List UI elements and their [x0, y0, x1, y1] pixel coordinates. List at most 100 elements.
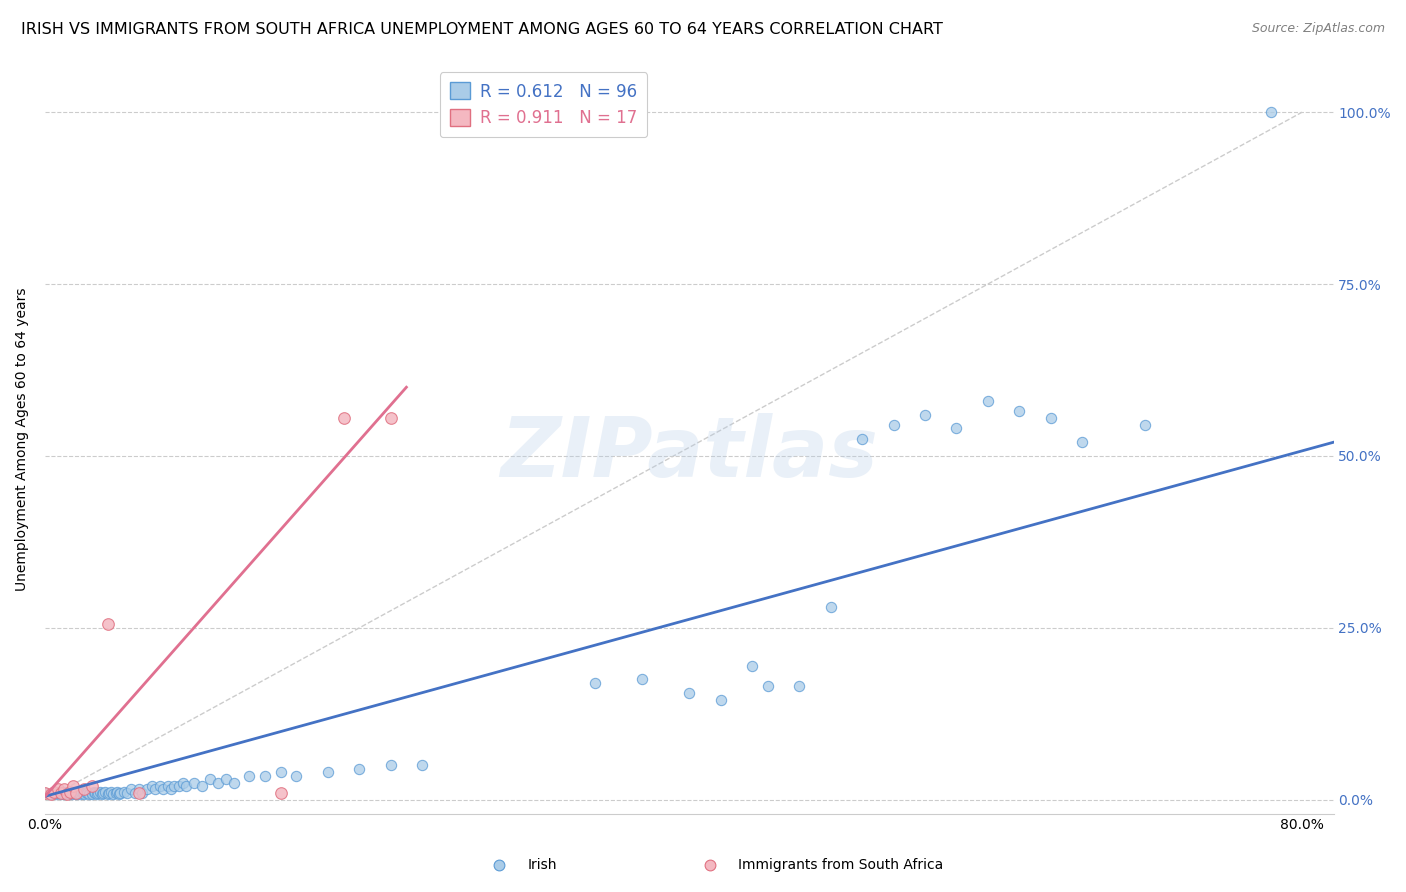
Text: IRISH VS IMMIGRANTS FROM SOUTH AFRICA UNEMPLOYMENT AMONG AGES 60 TO 64 YEARS COR: IRISH VS IMMIGRANTS FROM SOUTH AFRICA UN… — [21, 22, 943, 37]
Point — [820, 600, 842, 615]
Point — [699, 858, 721, 872]
Point — [756, 679, 779, 693]
Point — [63, 786, 86, 800]
Point — [38, 787, 60, 801]
Point — [49, 787, 72, 801]
Point — [58, 787, 80, 801]
Point — [191, 779, 214, 793]
Point — [977, 394, 1000, 409]
Point — [66, 786, 89, 800]
Point — [238, 769, 260, 783]
Point — [207, 775, 229, 789]
Point — [52, 787, 75, 801]
Point — [62, 784, 84, 798]
Point — [97, 787, 120, 801]
Point — [488, 858, 510, 872]
Point — [128, 786, 150, 800]
Point — [65, 786, 87, 800]
Point — [89, 784, 111, 798]
Point — [380, 411, 402, 425]
Point — [101, 787, 124, 801]
Point — [411, 758, 433, 772]
Point — [105, 784, 128, 798]
Point — [77, 787, 100, 801]
Point — [215, 772, 238, 786]
Point — [945, 421, 967, 435]
Point — [69, 787, 91, 801]
Point — [141, 779, 163, 793]
Point — [83, 784, 105, 798]
Point — [167, 779, 190, 793]
Point — [91, 786, 114, 800]
Point — [70, 784, 93, 798]
Point — [332, 411, 354, 425]
Point — [285, 769, 308, 783]
Point — [152, 782, 174, 797]
Point — [65, 787, 87, 801]
Point — [48, 784, 70, 798]
Point — [76, 786, 98, 800]
Point — [149, 779, 172, 793]
Point — [73, 787, 96, 801]
Point — [59, 784, 82, 798]
Point — [97, 617, 120, 632]
Point — [176, 779, 198, 793]
Text: Irish: Irish — [527, 858, 557, 872]
Point — [183, 775, 205, 789]
Point — [1260, 105, 1282, 120]
Point — [787, 679, 810, 693]
Point — [583, 676, 606, 690]
Point — [270, 765, 292, 780]
Point — [1133, 418, 1156, 433]
Point — [46, 782, 69, 797]
Point — [93, 784, 115, 798]
Point — [86, 787, 108, 801]
Point — [1071, 435, 1094, 450]
Point — [678, 686, 700, 700]
Point — [112, 784, 135, 798]
Point — [159, 782, 181, 797]
Point — [60, 787, 83, 801]
Point — [108, 787, 131, 801]
Point — [124, 786, 146, 800]
Point — [82, 786, 104, 800]
Point — [55, 784, 77, 798]
Point — [87, 786, 110, 800]
Point — [65, 784, 87, 798]
Point — [73, 782, 96, 797]
Point — [56, 787, 79, 801]
Point — [741, 658, 763, 673]
Point — [1039, 411, 1062, 425]
Point — [172, 775, 194, 789]
Point — [1008, 404, 1031, 418]
Point — [58, 784, 80, 798]
Point — [115, 786, 138, 800]
Point — [100, 784, 122, 798]
Point — [156, 779, 179, 793]
Point — [198, 772, 221, 786]
Point — [59, 786, 82, 800]
Point — [914, 408, 936, 422]
Y-axis label: Unemployment Among Ages 60 to 64 years: Unemployment Among Ages 60 to 64 years — [15, 287, 30, 591]
Point — [104, 786, 127, 800]
Point — [56, 786, 79, 800]
Point — [120, 782, 142, 797]
Text: Source: ZipAtlas.com: Source: ZipAtlas.com — [1251, 22, 1385, 36]
Point — [39, 787, 62, 801]
Point — [82, 787, 104, 801]
Point — [349, 762, 371, 776]
Point — [82, 779, 104, 793]
Point — [46, 786, 69, 800]
Point — [52, 782, 75, 797]
Text: Immigrants from South Africa: Immigrants from South Africa — [738, 858, 943, 872]
Point — [72, 786, 94, 800]
Point — [90, 787, 112, 801]
Point — [316, 765, 339, 780]
Point — [136, 782, 159, 797]
Point — [34, 786, 56, 800]
Legend: R = 0.612   N = 96, R = 0.911   N = 17: R = 0.612 N = 96, R = 0.911 N = 17 — [440, 72, 647, 137]
Point — [51, 786, 73, 800]
Point — [62, 779, 84, 793]
Point — [75, 784, 97, 798]
Point — [631, 673, 654, 687]
